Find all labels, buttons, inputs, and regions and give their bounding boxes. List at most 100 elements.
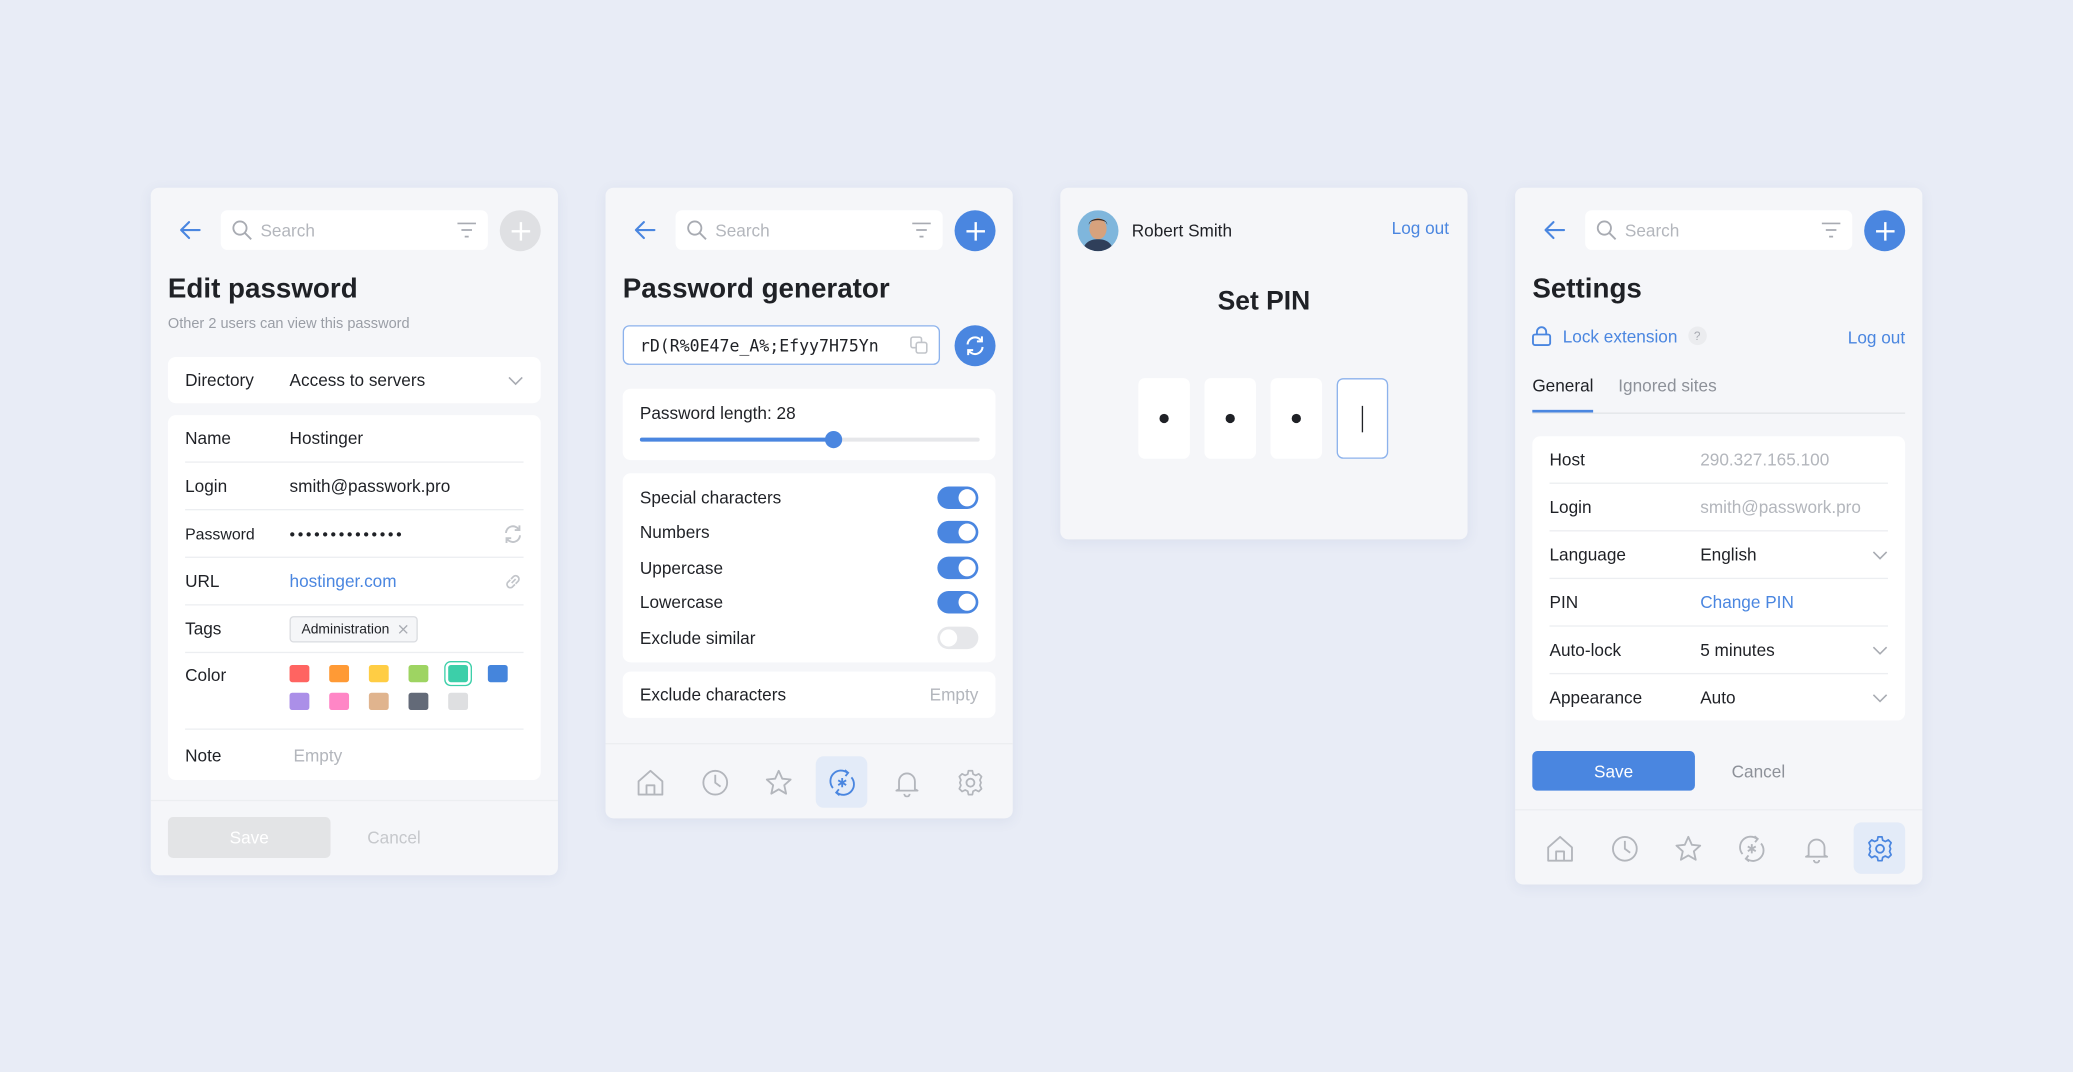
- pin-digit-box[interactable]: [1204, 378, 1256, 459]
- help-icon[interactable]: ?: [1687, 326, 1707, 346]
- color-swatch[interactable]: [368, 692, 389, 710]
- back-arrow-icon[interactable]: [1542, 217, 1568, 243]
- pin-digit-box[interactable]: [1138, 378, 1190, 459]
- setting-label: Login: [1549, 497, 1592, 517]
- nav-generator[interactable]: [815, 756, 868, 808]
- nav-clock[interactable]: [689, 756, 741, 808]
- color-swatch[interactable]: [448, 692, 469, 710]
- generated-password-field[interactable]: rD(R%0E47e_A%;Efyy7H75Yn: [622, 325, 941, 365]
- cancel-button[interactable]: Cancel: [1731, 760, 1786, 781]
- setting-label: PIN: [1549, 592, 1579, 613]
- field-login[interactable]: Login smith@passwork.pro: [185, 463, 524, 511]
- slider-thumb[interactable]: [825, 431, 843, 449]
- save-button[interactable]: Save: [1532, 750, 1695, 791]
- nav-star[interactable]: [752, 756, 804, 808]
- field-url[interactable]: URL hostinger.com: [185, 558, 524, 606]
- option-toggle[interactable]: [937, 486, 979, 509]
- link-icon[interactable]: [502, 570, 523, 591]
- lock-extension-button[interactable]: Lock extension ?: [1531, 325, 1707, 346]
- filter-icon[interactable]: [456, 221, 477, 240]
- filter-icon[interactable]: [911, 221, 932, 240]
- pin-digit-box[interactable]: [1270, 378, 1323, 459]
- directory-select[interactable]: Directory Access to servers: [167, 356, 541, 404]
- setting-label: Auto-lock: [1549, 639, 1622, 660]
- length-label: Password length: 28: [639, 403, 796, 424]
- option-row: Lowercase: [640, 585, 979, 620]
- field-note[interactable]: Note Empty: [185, 730, 523, 780]
- field-value[interactable]: Hostinger: [289, 428, 364, 449]
- pin-dot: [1159, 413, 1169, 424]
- option-toggle[interactable]: [937, 521, 979, 544]
- nav-generator[interactable]: [1725, 822, 1777, 874]
- field-label: Name: [185, 428, 231, 449]
- nav-bell[interactable]: [1790, 822, 1842, 874]
- nav-clock[interactable]: [1598, 822, 1650, 874]
- field-value[interactable]: smith@passwork.pro: [289, 475, 451, 496]
- nav-gear[interactable]: [1853, 822, 1906, 874]
- tab-general[interactable]: General: [1532, 375, 1594, 413]
- nav-bell[interactable]: [881, 756, 933, 808]
- home-icon: [635, 767, 664, 796]
- search-input[interactable]: Search: [1585, 210, 1853, 250]
- password-generator-panel: Search Password generator rD(R%0E47e_A%;…: [605, 187, 1013, 819]
- change-pin-link[interactable]: Change PIN: [1700, 592, 1794, 613]
- auto-lock-select[interactable]: Auto-lock 5 minutes: [1549, 627, 1888, 675]
- regenerate-icon[interactable]: [502, 523, 523, 544]
- note-placeholder[interactable]: Empty: [293, 745, 343, 765]
- pin-input[interactable]: [1138, 378, 1389, 459]
- nav-home[interactable]: [1534, 822, 1586, 874]
- search-input[interactable]: Search: [675, 210, 943, 250]
- length-slider[interactable]: [639, 431, 980, 449]
- field-color: Color: [185, 653, 524, 730]
- url-link[interactable]: hostinger.com: [289, 571, 397, 591]
- add-button[interactable]: [954, 210, 996, 252]
- back-arrow-icon[interactable]: [632, 217, 658, 243]
- back-arrow-icon[interactable]: [177, 217, 203, 243]
- pin-dot: [1291, 413, 1301, 424]
- field-tags[interactable]: Tags Administration: [185, 606, 524, 654]
- close-icon[interactable]: [397, 623, 408, 634]
- field-name[interactable]: Name Hostinger: [185, 415, 524, 463]
- nav-gear[interactable]: [944, 756, 996, 808]
- generated-password[interactable]: rD(R%0E47e_A%;Efyy7H75Yn: [639, 335, 879, 356]
- tab-ignored-sites[interactable]: Ignored sites: [1618, 375, 1717, 396]
- field-password[interactable]: Password ••••••••••••••: [185, 510, 524, 558]
- plus-icon: [510, 220, 531, 241]
- color-swatch[interactable]: [289, 692, 310, 710]
- color-swatch[interactable]: [368, 665, 389, 683]
- color-swatch[interactable]: [289, 665, 310, 683]
- add-button[interactable]: [499, 210, 541, 252]
- setting-label: Language: [1549, 544, 1626, 565]
- search-input[interactable]: Search: [220, 210, 488, 250]
- plus-icon: [1874, 220, 1895, 241]
- color-swatch[interactable]: [329, 665, 350, 683]
- option-toggle[interactable]: [937, 626, 979, 649]
- option-toggle[interactable]: [937, 556, 979, 579]
- option-toggle[interactable]: [937, 591, 979, 614]
- nav-star[interactable]: [1662, 822, 1714, 874]
- exclude-characters-field[interactable]: Exclude characters Empty: [622, 671, 996, 718]
- logout-link[interactable]: Log out: [1847, 327, 1906, 348]
- filter-icon[interactable]: [1821, 221, 1842, 240]
- color-swatch[interactable]: [487, 665, 508, 683]
- search-placeholder: Search: [715, 220, 770, 241]
- logout-link[interactable]: Log out: [1391, 218, 1450, 238]
- language-select[interactable]: Language English: [1549, 531, 1888, 580]
- copy-icon[interactable]: [910, 336, 929, 355]
- color-swatch[interactable]: [329, 692, 350, 710]
- chevron-down-icon: [1872, 549, 1888, 560]
- field-value[interactable]: ••••••••••••••: [289, 524, 405, 543]
- color-swatch[interactable]: [408, 665, 429, 683]
- color-swatch[interactable]: [448, 665, 469, 683]
- pin-title: Set PIN: [1217, 286, 1311, 316]
- exclude-value[interactable]: Empty: [929, 684, 979, 705]
- nav-home[interactable]: [624, 756, 676, 808]
- color-swatch[interactable]: [408, 692, 429, 710]
- save-button[interactable]: Save: [167, 817, 331, 859]
- generator-icon: [1737, 834, 1766, 863]
- appearance-select[interactable]: Appearance Auto: [1550, 674, 1888, 720]
- add-button[interactable]: [1864, 210, 1906, 252]
- cancel-button[interactable]: Cancel: [367, 827, 421, 848]
- regenerate-button[interactable]: [954, 325, 996, 367]
- pin-digit-box[interactable]: [1336, 378, 1389, 459]
